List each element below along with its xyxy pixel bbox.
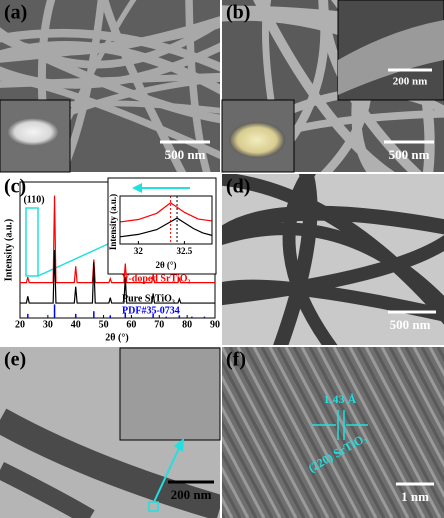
xrd-curve [119, 217, 213, 238]
fringe [308, 347, 402, 518]
fringe [388, 347, 444, 453]
xrd-curve [20, 249, 215, 304]
fringe [404, 347, 444, 423]
fringe [356, 347, 444, 514]
fiber [222, 222, 444, 314]
fringe [292, 347, 386, 518]
fiber [222, 205, 444, 245]
fiber [100, 0, 187, 172]
fiber [222, 109, 444, 160]
fringe [276, 347, 370, 518]
xrd-curve [20, 195, 215, 284]
fringe [222, 404, 282, 518]
peak-label: (110) [23, 194, 44, 205]
fibers [0, 408, 220, 518]
panel-label: (c) [4, 176, 26, 198]
fringe [222, 374, 298, 518]
fibers [222, 174, 444, 345]
panel-label: (a) [4, 2, 27, 24]
fringe [222, 434, 266, 518]
fringes [222, 347, 444, 518]
fringe [228, 347, 322, 518]
zoom-arrow [153, 445, 181, 503]
fringe [222, 347, 314, 518]
fringe [222, 419, 274, 518]
scale-bar-label: 200 nm [171, 487, 212, 502]
powder [7, 118, 59, 146]
fiber [273, 174, 318, 345]
panel-label: (d) [226, 176, 250, 198]
inset-plot-frame [119, 195, 213, 245]
fiber [222, 279, 444, 322]
fiber [57, 0, 106, 172]
fiber [185, 0, 211, 172]
fringe [252, 347, 346, 518]
fringe [380, 347, 444, 469]
fibers [0, 0, 220, 172]
fringe [222, 389, 290, 518]
panel-label: (e) [4, 349, 26, 371]
scale-bar-label: 500 nm [390, 317, 431, 332]
x-tick-label: 60 [126, 319, 136, 330]
fringe [284, 347, 378, 518]
arrow-head [132, 183, 142, 193]
fringe [372, 347, 444, 484]
fringe [412, 347, 444, 408]
zoom-box [25, 207, 39, 277]
fringe [332, 347, 426, 518]
fringe [236, 347, 330, 518]
x-axis-label: 2θ (°) [105, 332, 128, 343]
zoom-line [37, 243, 109, 277]
fringe [300, 347, 394, 518]
fringe [324, 347, 418, 518]
xrd-curve [119, 201, 213, 223]
legend-label: V-doped SrTiO₃ [122, 273, 190, 284]
x-tick-label: 40 [71, 319, 81, 330]
fringe [260, 347, 354, 518]
fiber [222, 234, 444, 306]
scale-bar-label: 500 nm [389, 147, 430, 162]
fiber [0, 461, 95, 518]
fringe [316, 347, 410, 518]
fringe [222, 450, 258, 518]
arrow-head [174, 438, 184, 452]
x-tick-label: 32.5 [177, 246, 193, 256]
fringe [364, 347, 444, 499]
x-tick-label: 50 [99, 319, 109, 330]
x-tick-label: 80 [182, 319, 192, 330]
x-tick-label: 30 [43, 319, 53, 330]
y-axis-label: Intensity (a.u.) [108, 194, 118, 250]
x-tick-label: 20 [15, 319, 25, 330]
fiber [338, 20, 444, 95]
legend-label: PDF#35-0734 [122, 305, 180, 316]
fringe [396, 347, 444, 438]
fringe [340, 347, 434, 518]
zoom-box [148, 501, 159, 512]
legend-label: Pure SrTiO₃ [122, 293, 175, 304]
fringe [268, 347, 362, 518]
y-axis-label: Intensity (a.u.) [3, 219, 14, 282]
fringe [222, 480, 242, 518]
scale-bar-label: 500 nm [165, 147, 206, 162]
scale-bar-label: 1 nm [401, 489, 429, 504]
d-spacing: 1.43 Å [324, 392, 357, 406]
fringe [222, 358, 306, 518]
fringe [222, 465, 250, 518]
fringe [348, 347, 442, 518]
x-tick-label: 70 [154, 319, 164, 330]
x-axis-label: 2θ (°) [155, 260, 176, 270]
x-tick-label: 90 [210, 319, 220, 330]
fiber [0, 16, 220, 56]
fringe [420, 347, 444, 393]
panel-label: (b) [226, 2, 250, 24]
powder [229, 122, 285, 158]
panel-label: (f) [226, 349, 246, 371]
tem-inset [119, 347, 221, 441]
fringe [244, 347, 338, 518]
x-tick-label: 32 [134, 246, 144, 256]
scale-bar-label: 200 nm [393, 76, 428, 88]
fiber [0, 408, 220, 518]
